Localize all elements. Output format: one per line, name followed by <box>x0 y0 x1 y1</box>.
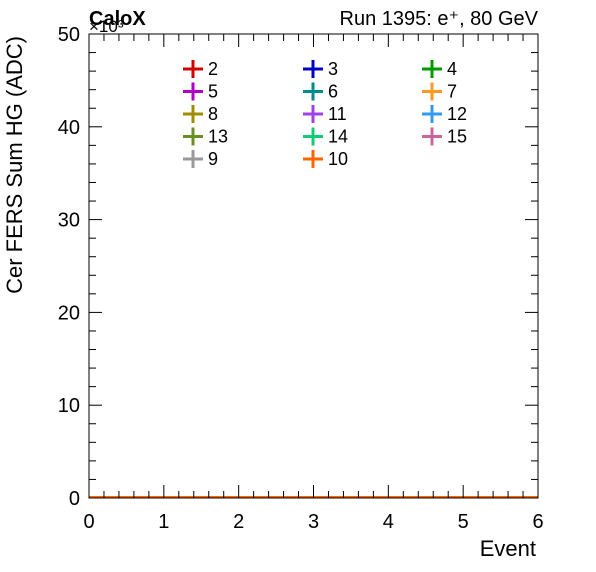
legend-label: 14 <box>328 127 348 147</box>
legend-label: 15 <box>447 127 467 147</box>
legend-label: 7 <box>447 82 457 102</box>
legend: 2 3 4 5 6 7 8 11 12 13 14 15 9 10 <box>183 59 467 169</box>
legend-label: 3 <box>328 59 338 79</box>
legend-entry-11: 11 <box>303 104 347 124</box>
legend-label: 6 <box>328 82 338 102</box>
legend-entry-3: 3 <box>303 59 338 79</box>
x-tick-label: 3 <box>308 511 319 533</box>
legend-label: 8 <box>208 104 218 124</box>
legend-entry-13: 13 <box>183 127 228 147</box>
y-tick-label: 0 <box>69 488 80 510</box>
legend-label: 2 <box>208 59 218 79</box>
legend-entry-5: 5 <box>183 82 218 102</box>
legend-label: 5 <box>208 82 218 102</box>
y-tick-label: 50 <box>58 24 80 46</box>
legend-label: 11 <box>328 104 347 124</box>
legend-entry-6: 6 <box>303 82 338 102</box>
legend-entry-12: 12 <box>422 104 467 124</box>
header-right: Run 1395: e⁺, 80 GeV <box>340 8 539 30</box>
y-tick-label: 20 <box>58 302 80 324</box>
legend-entry-10: 10 <box>303 149 348 169</box>
y-exponent-label: ×10³ <box>89 17 124 36</box>
legend-entry-15: 15 <box>422 127 467 147</box>
x-tick-label: 2 <box>233 511 244 533</box>
y-tick-label: 30 <box>58 210 80 232</box>
legend-label: 10 <box>328 149 348 169</box>
legend-label: 4 <box>447 59 457 79</box>
y-tick-label: 10 <box>58 395 80 417</box>
x-tick-label: 6 <box>532 511 543 533</box>
y-tick-label: 40 <box>58 117 80 139</box>
legend-label: 9 <box>208 149 218 169</box>
x-tick-label: 1 <box>158 511 169 533</box>
x-axis-title: Event <box>480 536 536 561</box>
x-tick-label: 5 <box>458 511 469 533</box>
legend-entry-4: 4 <box>422 59 457 79</box>
legend-entry-9: 9 <box>183 149 218 169</box>
legend-label: 12 <box>447 104 467 124</box>
legend-entry-8: 8 <box>183 104 218 124</box>
x-tick-label: 4 <box>383 511 394 533</box>
header-left: CaloX <box>89 8 146 30</box>
legend-label: 13 <box>208 127 228 147</box>
x-tick-label: 0 <box>83 511 94 533</box>
y-axis-title: Cer FERS Sum HG (ADC) <box>2 36 27 294</box>
legend-entry-7: 7 <box>422 82 457 102</box>
legend-entry-2: 2 <box>183 59 218 79</box>
legend-entry-14: 14 <box>303 127 348 147</box>
